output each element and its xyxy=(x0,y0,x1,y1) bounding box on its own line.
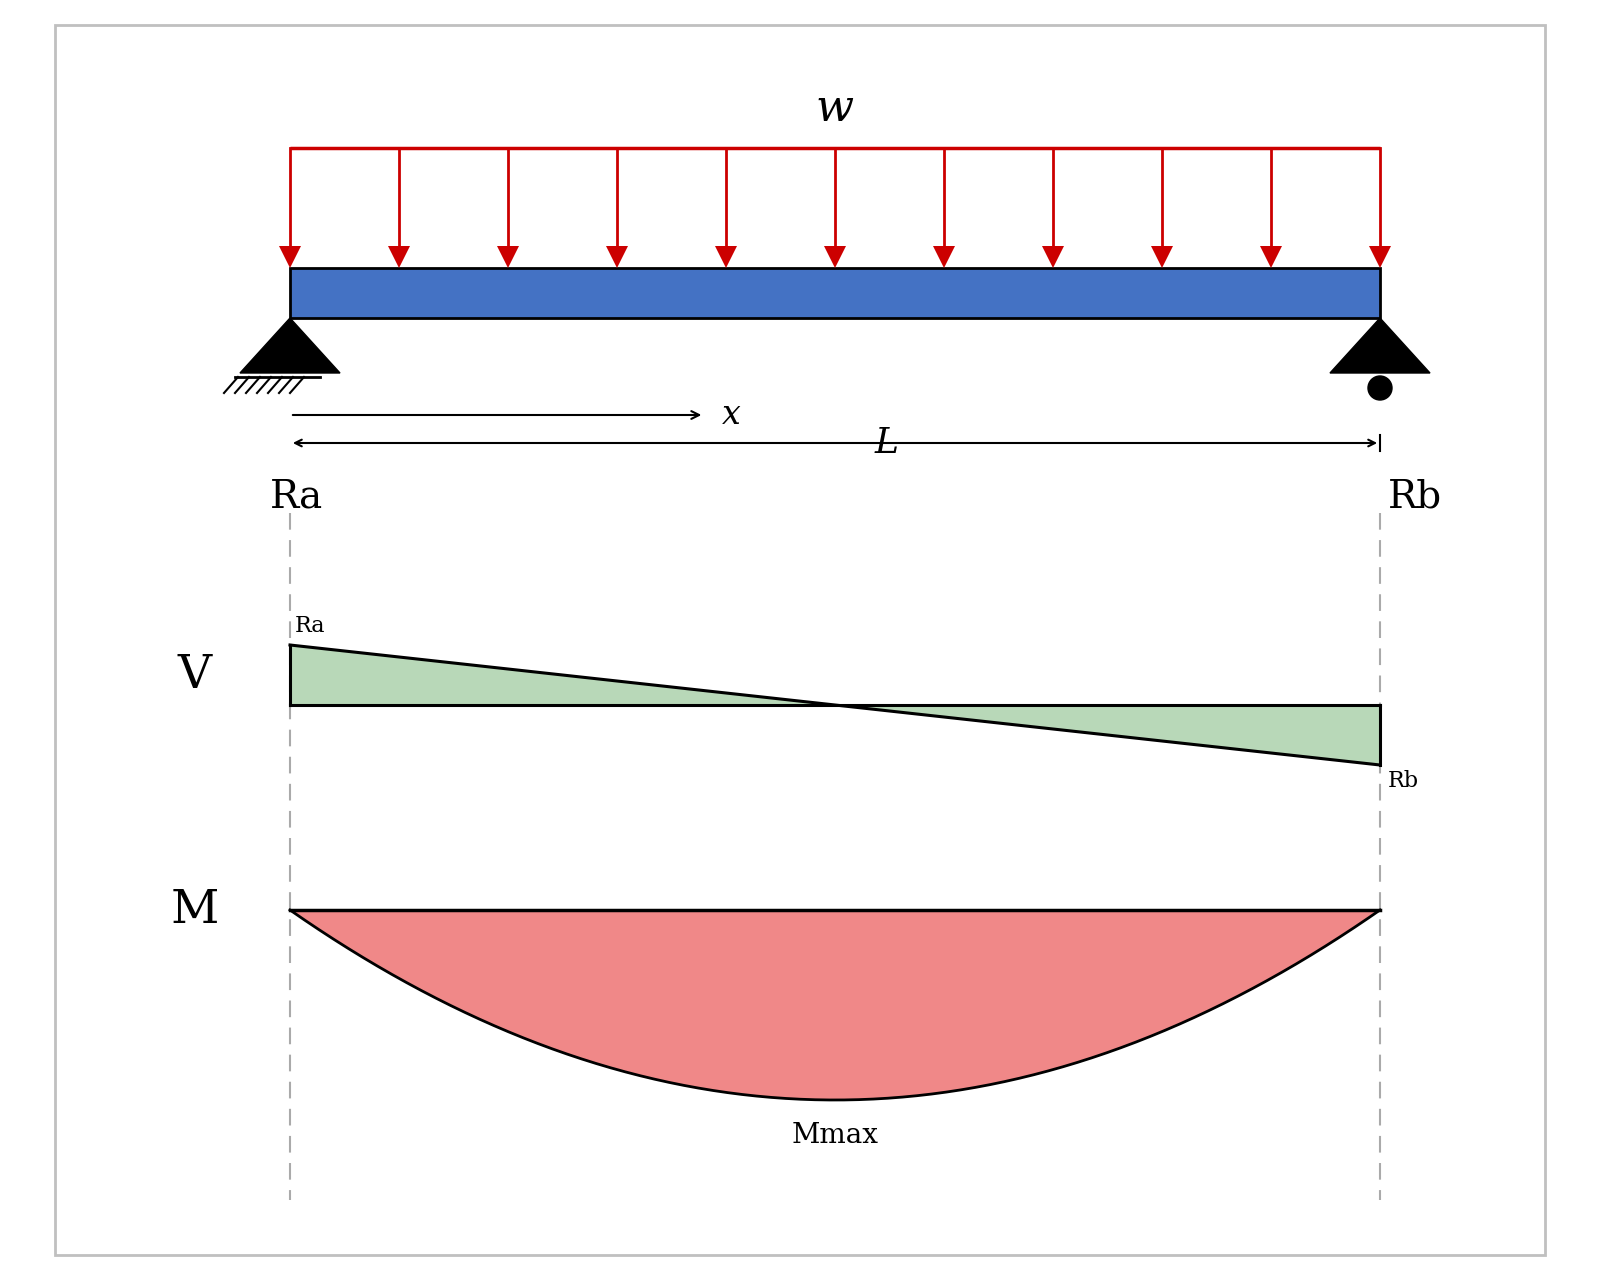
Bar xyxy=(290,268,1379,317)
Text: Mmax: Mmax xyxy=(792,1123,878,1149)
Polygon shape xyxy=(1150,246,1173,268)
Text: Ra: Ra xyxy=(270,477,323,515)
Polygon shape xyxy=(387,246,410,268)
Polygon shape xyxy=(290,910,1379,1100)
Polygon shape xyxy=(240,317,339,372)
Text: w: w xyxy=(816,87,854,131)
Polygon shape xyxy=(290,645,835,705)
Text: Rb: Rb xyxy=(1389,477,1442,515)
Polygon shape xyxy=(1330,317,1430,372)
Polygon shape xyxy=(1042,246,1064,268)
Polygon shape xyxy=(835,705,1379,765)
Circle shape xyxy=(1368,376,1392,399)
Polygon shape xyxy=(606,246,627,268)
Text: x: x xyxy=(722,399,741,431)
Polygon shape xyxy=(715,246,738,268)
Polygon shape xyxy=(1370,246,1390,268)
Polygon shape xyxy=(933,246,955,268)
Text: Ra: Ra xyxy=(294,614,325,637)
Text: M: M xyxy=(171,887,219,933)
Polygon shape xyxy=(278,246,301,268)
Text: Rb: Rb xyxy=(1389,771,1419,792)
Polygon shape xyxy=(824,246,846,268)
Text: V: V xyxy=(178,653,213,698)
Text: L: L xyxy=(875,426,899,460)
Polygon shape xyxy=(498,246,518,268)
Polygon shape xyxy=(1261,246,1282,268)
